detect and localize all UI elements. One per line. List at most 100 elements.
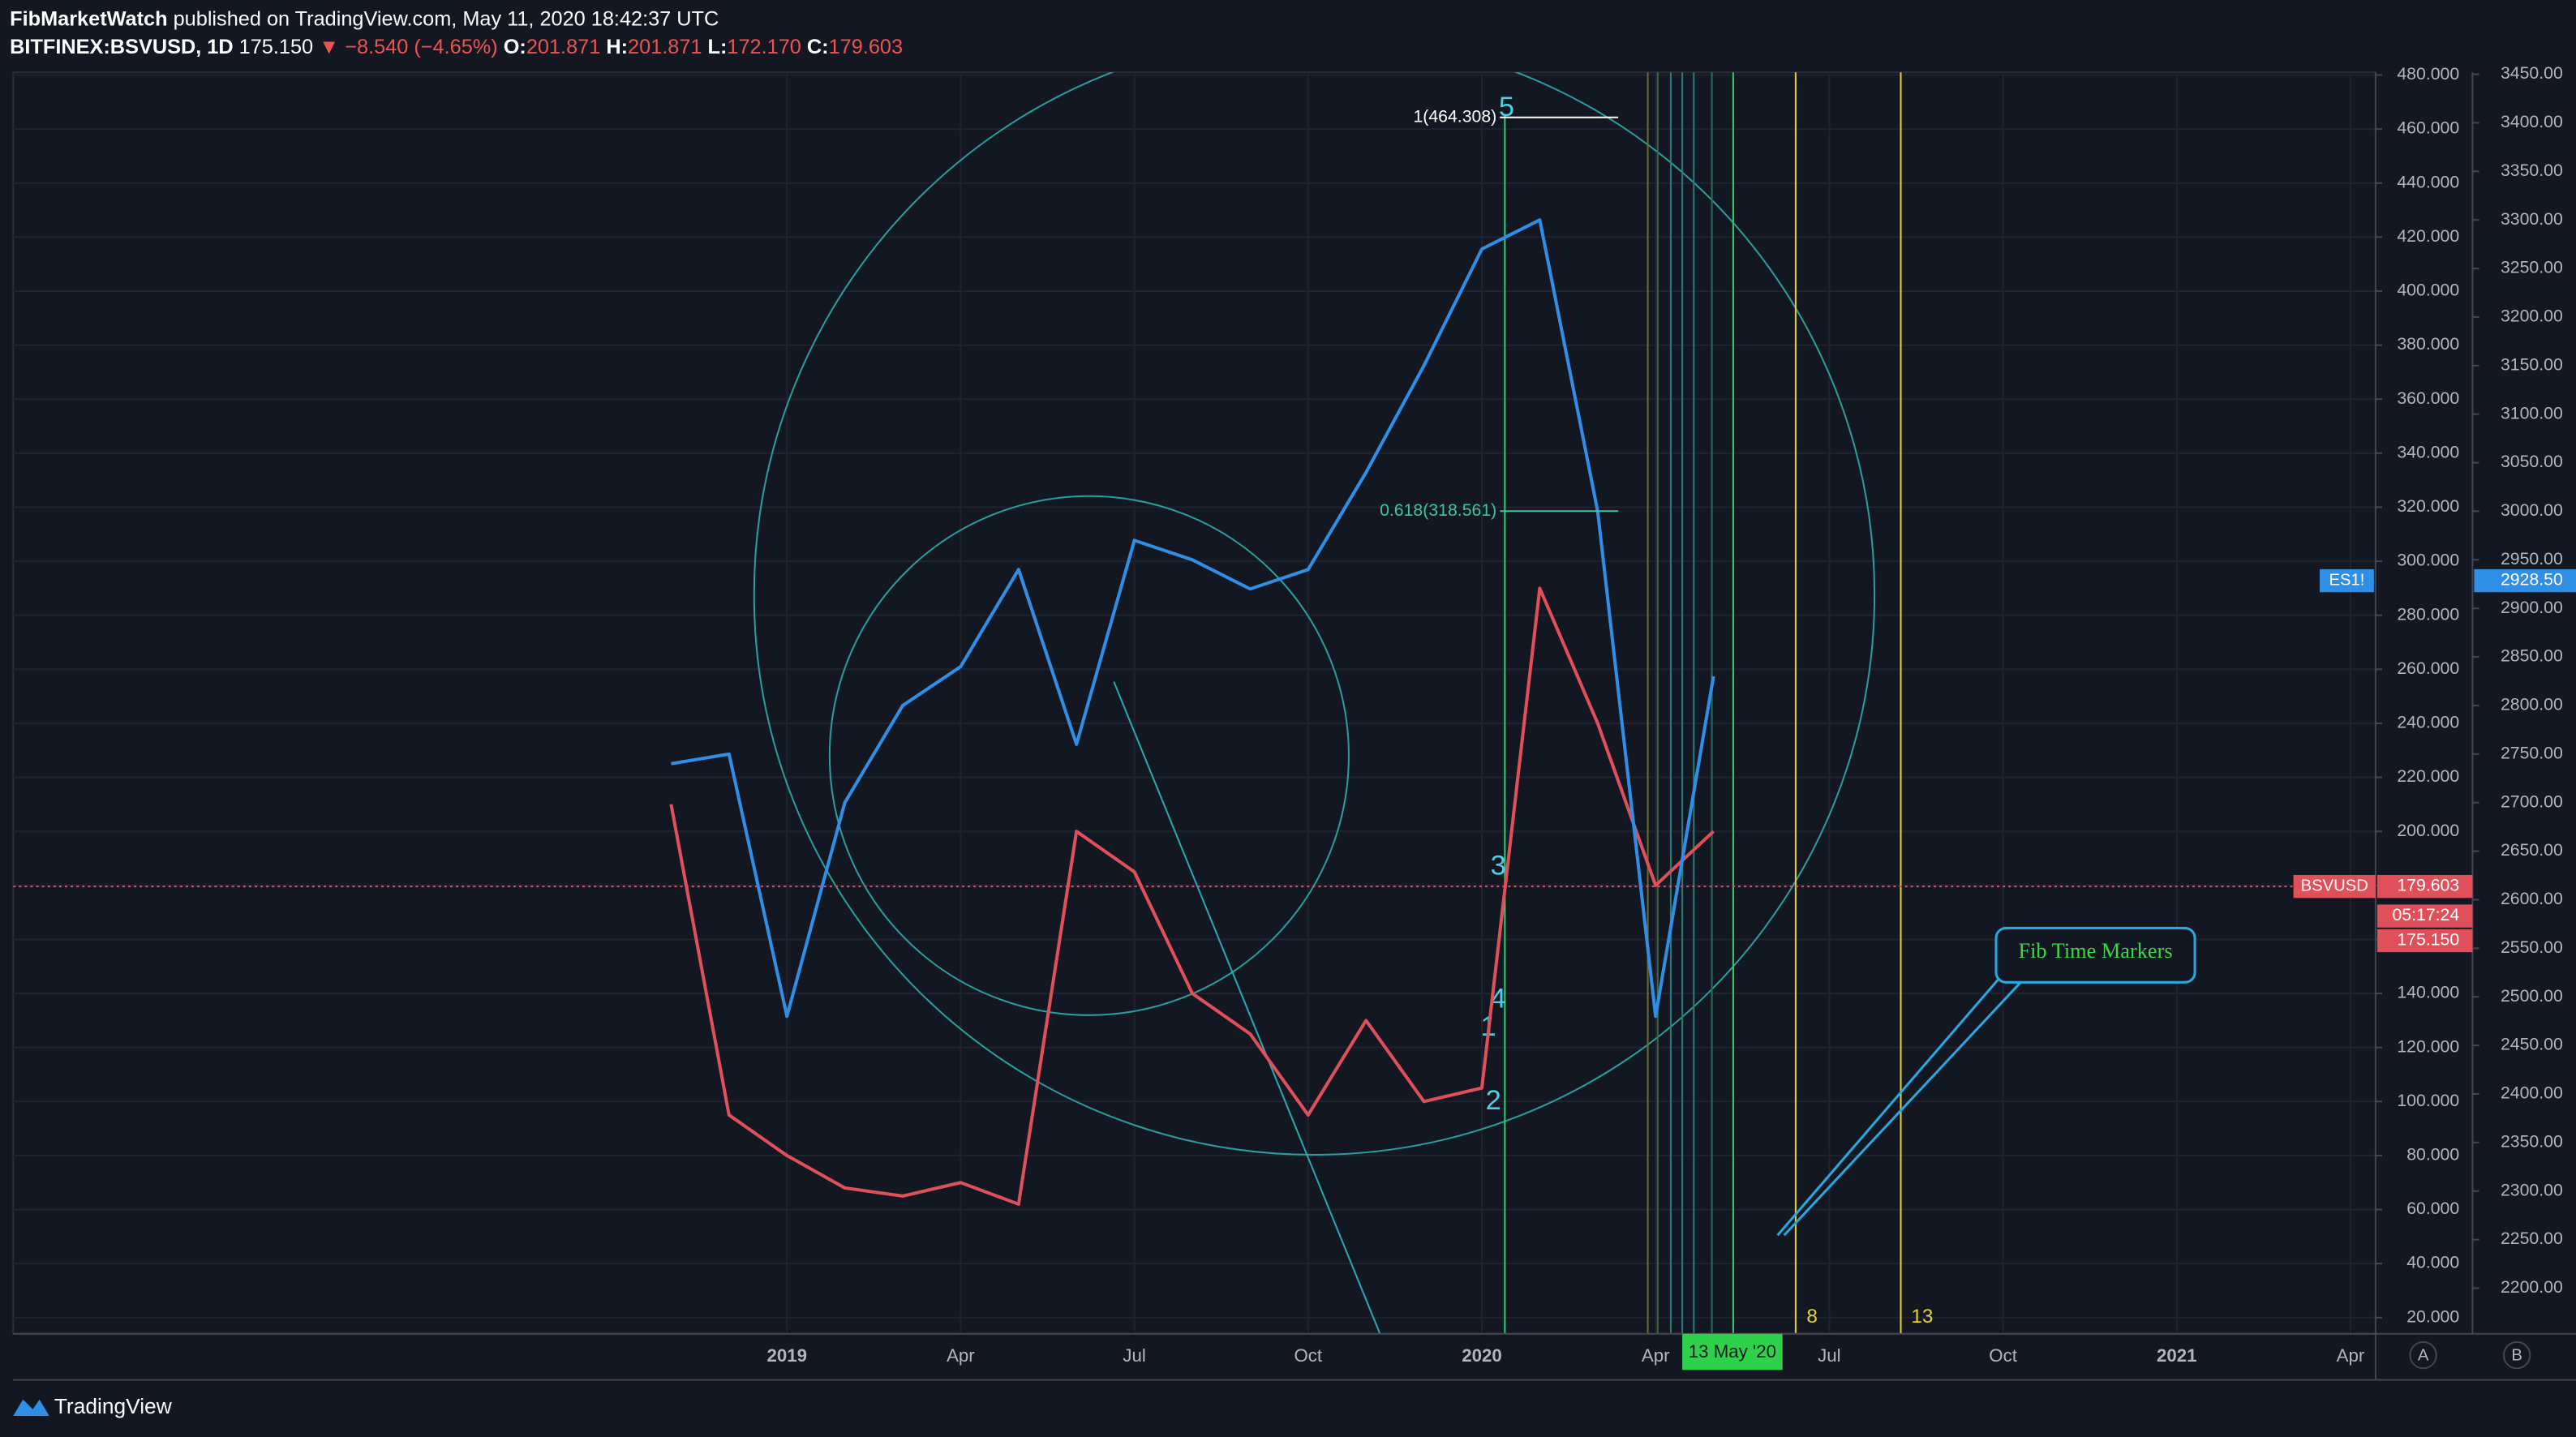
wave-label: 5	[1499, 92, 1514, 122]
x-tick-label: Oct	[1989, 1345, 2017, 1366]
brand: TradingView	[54, 1394, 173, 1418]
last-value-tag	[2474, 568, 2576, 593]
time-marker-label: 13	[1911, 1306, 1933, 1328]
y2-tick-label: 3250.00	[2501, 258, 2563, 277]
x-tick-label: 2021	[2157, 1345, 2197, 1366]
wave-label: 2	[1486, 1085, 1501, 1116]
x-tick-label: Apr	[2337, 1345, 2365, 1366]
y2-tick-label: 2600.00	[2501, 889, 2563, 908]
ohlc-label: O:	[504, 35, 526, 58]
y-tick-label: 440.000	[2397, 172, 2459, 191]
grid	[13, 72, 2376, 1334]
y2-tick-label: 2450.00	[2501, 1035, 2563, 1054]
y2-tick-label: 2800.00	[2501, 695, 2563, 714]
brand-logo	[13, 1399, 49, 1417]
ohlc-value: 201.871	[526, 35, 600, 58]
last-value-label: 179.603	[2397, 876, 2459, 895]
x-tick-label: 2019	[766, 1345, 807, 1366]
scale-button-label[interactable]: A	[2418, 1346, 2429, 1364]
plot-area	[12, 71, 2376, 1335]
y2-tick-label: 3050.00	[2501, 452, 2563, 471]
last: 175.150	[239, 35, 313, 58]
y2-tick-label: 2850.00	[2501, 646, 2563, 666]
x-tick-label: Jul	[1818, 1345, 1840, 1366]
y-tick-label: 240.000	[2397, 713, 2459, 732]
y2-tick-label: 2900.00	[2501, 598, 2563, 617]
y2-tick-label: 3350.00	[2501, 161, 2563, 180]
symbol-line: BITFINEX:BSVUSD, 1D 175.150 ▼ −8.540 (−4…	[10, 35, 903, 58]
y2-tick-label: 3200.00	[2501, 307, 2563, 326]
ohlc-value: 179.603	[829, 35, 903, 58]
y-tick-label: 380.000	[2397, 334, 2459, 354]
y-tick-label: 360.000	[2397, 388, 2459, 408]
series-line	[671, 218, 1715, 1019]
fib-label: 0.618(318.561)	[1380, 500, 1496, 520]
x-tick-label: Apr	[947, 1345, 975, 1366]
x-tick-label: 2020	[1462, 1345, 1502, 1366]
y2-tick-label: 2500.00	[2501, 986, 2563, 1006]
y2-tick-label: 3450.00	[2501, 63, 2563, 83]
header: FibMarketWatch published on TradingView.…	[10, 7, 719, 30]
ohlc-label: L:	[708, 35, 728, 58]
scale-button-label[interactable]: B	[2511, 1346, 2522, 1364]
legend-tag	[2293, 874, 2376, 899]
y2-tick-label: 3150.00	[2501, 354, 2563, 374]
price-tag	[2376, 929, 2473, 953]
y2-tick-label: 3000.00	[2501, 500, 2563, 520]
y-tick-label: 340.000	[2397, 442, 2459, 461]
y2-tick-label: 2700.00	[2501, 791, 2563, 811]
y-tick-label: 60.000	[2406, 1199, 2459, 1218]
price-tag-label: 175.150	[2397, 930, 2459, 950]
drawings: Fib Time Markers 8 13 5 3 4 1 2	[753, 72, 2196, 1334]
y-tick-label: 120.000	[2397, 1036, 2459, 1056]
wave-label: 3	[1491, 851, 1506, 882]
y-tick-label: 140.000	[2397, 983, 2459, 1002]
scale-button[interactable]	[2502, 1340, 2531, 1370]
price-tag	[2376, 904, 2473, 928]
y2-tick-label: 2400.00	[2501, 1083, 2563, 1103]
y-tick-label: 420.000	[2397, 226, 2459, 246]
y-tick-label: 480.000	[2397, 64, 2459, 84]
y-tick-label: 100.000	[2397, 1091, 2459, 1110]
y2-tick-label: 2250.00	[2501, 1229, 2563, 1248]
y-tick-label: 300.000	[2397, 551, 2459, 570]
x-tick-label: Jul	[1123, 1345, 1145, 1366]
price-tag-label: 05:17:24	[2392, 905, 2459, 924]
ohlc-value: 201.871	[628, 35, 702, 58]
y-tick-label: 220.000	[2397, 766, 2459, 786]
y-tick-label: 80.000	[2406, 1145, 2459, 1165]
last-value-label: 2928.50	[2501, 570, 2563, 590]
author: FibMarketWatch	[10, 7, 167, 30]
y2-tick-label: 3300.00	[2501, 209, 2563, 229]
time-marker-label: 8	[1806, 1306, 1818, 1328]
y-tick-label: 460.000	[2397, 118, 2459, 138]
axes: 2019 Apr Jul Oct 2020 Apr Jul Oct 2021 Apr 20.000 4…	[766, 63, 2576, 1366]
y2-tick-label: 2750.00	[2501, 743, 2563, 762]
legend-label: ES1!	[2329, 571, 2364, 589]
callout-text: Fib Time Markers	[2018, 939, 2172, 963]
callout-pointer	[1783, 981, 2022, 1237]
scale-button[interactable]	[2409, 1340, 2437, 1370]
series-line	[669, 586, 1715, 1206]
y-tick-label: 260.000	[2397, 658, 2459, 678]
y-tick-label: 400.000	[2397, 281, 2459, 300]
change: ▼ −8.540 (−4.65%)	[319, 35, 498, 58]
fib-label: 1(464.308)	[1413, 106, 1496, 126]
x-tick-label: Apr	[1642, 1345, 1670, 1366]
symbol: BITFINEX:BSVUSD, 1D	[10, 35, 234, 58]
callout-pointer	[1776, 972, 2006, 1237]
y-tick-label: 320.000	[2397, 496, 2459, 516]
y-tick-label: 280.000	[2397, 604, 2459, 624]
ohlc-label: C:	[807, 35, 829, 58]
y2-tick-label: 2550.00	[2501, 937, 2563, 957]
cursor-date: 13 May '20	[1689, 1341, 1776, 1362]
axis-panel	[2375, 72, 2576, 1334]
cursor-date-box	[1682, 1333, 1783, 1371]
y2-tick-label: 3400.00	[2501, 112, 2563, 131]
y2-tick-label: 2200.00	[2501, 1277, 2563, 1297]
y2-tick-label: 3100.00	[2501, 403, 2563, 423]
ohlc-label: H:	[606, 35, 628, 58]
last-value-tag	[2376, 874, 2473, 899]
